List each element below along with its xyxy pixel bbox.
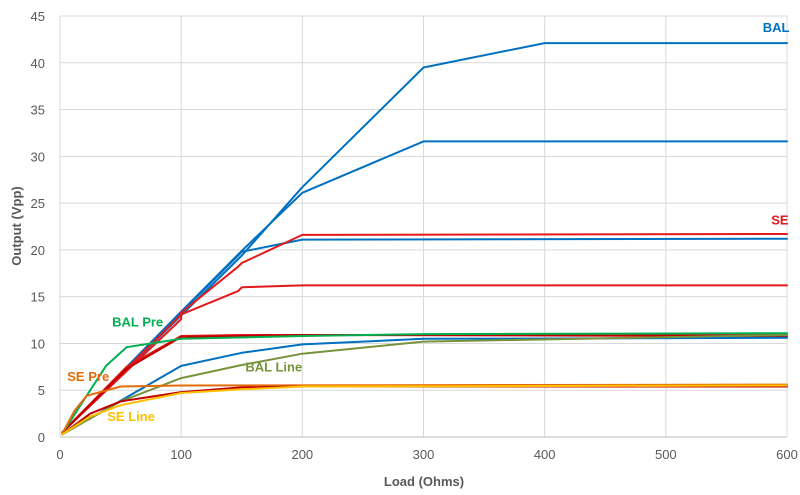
series-line-4 bbox=[61, 233, 788, 434]
series-label-bal-line: BAL Line bbox=[245, 360, 302, 375]
x-tick-label: 200 bbox=[291, 447, 313, 462]
series-line-8 bbox=[61, 336, 788, 436]
series-label-se-pre: SE Pre bbox=[67, 369, 109, 384]
gridlines bbox=[59, 15, 788, 438]
series-line-9 bbox=[61, 332, 788, 435]
x-tick-label: 400 bbox=[534, 447, 556, 462]
x-tick-label: 0 bbox=[56, 447, 63, 462]
x-tick-label: 300 bbox=[413, 447, 435, 462]
series-label-se-line: SE Line bbox=[107, 409, 155, 424]
series-line-5 bbox=[61, 284, 788, 434]
series-label-bal: BAL bbox=[763, 20, 790, 35]
series-line-11 bbox=[61, 383, 788, 435]
x-tick-label: 600 bbox=[776, 447, 798, 462]
tick-labels: 0 5 10 15 20 25 30 35 40 45 0 100 200 300 400 500 600 bbox=[31, 9, 798, 462]
series-label-se: SE bbox=[771, 213, 789, 228]
y-tick-label: 45 bbox=[31, 9, 45, 24]
x-axis-title: Load (Ohms) bbox=[384, 474, 464, 489]
series-label-bal-pre: BAL Pre bbox=[112, 315, 163, 330]
y-tick-label: 25 bbox=[31, 196, 45, 211]
y-tick-label: 15 bbox=[31, 290, 45, 305]
series-labels: BAL SE BAL Pre SE Pre BAL Line SE Line bbox=[67, 20, 789, 424]
y-axis-title: Output (Vpp) bbox=[9, 186, 24, 265]
y-tick-label: 40 bbox=[31, 56, 45, 71]
series-line-13 bbox=[61, 384, 788, 436]
y-tick-label: 10 bbox=[31, 336, 45, 351]
y-tick-label: 20 bbox=[31, 243, 45, 258]
x-tick-label: 500 bbox=[655, 447, 677, 462]
series-lines bbox=[61, 42, 788, 436]
y-tick-label: 0 bbox=[38, 430, 45, 445]
y-tick-label: 5 bbox=[38, 383, 45, 398]
x-tick-label: 100 bbox=[170, 447, 192, 462]
y-tick-label: 35 bbox=[31, 103, 45, 118]
y-tick-label: 30 bbox=[31, 149, 45, 164]
